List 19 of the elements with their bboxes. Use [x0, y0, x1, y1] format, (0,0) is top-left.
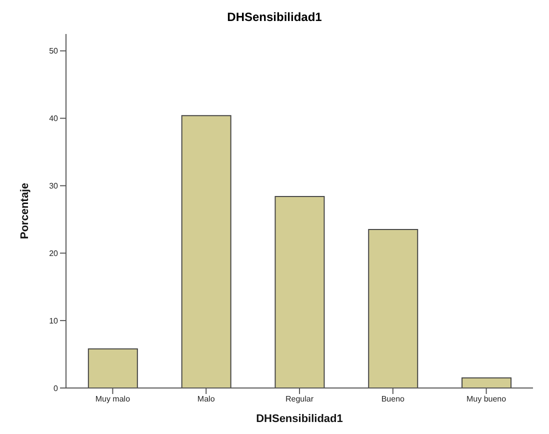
- bar: [88, 348, 138, 388]
- y-tick-label: 20: [49, 248, 59, 258]
- x-axis-title: DHSensibilidad1: [256, 413, 343, 425]
- bar: [462, 377, 512, 388]
- y-tick-label: 50: [49, 46, 59, 56]
- x-tick-label: Regular: [285, 394, 314, 404]
- y-tick-label: 10: [49, 316, 59, 326]
- bar: [274, 196, 325, 388]
- chart-title: DHSensibilidad1: [226, 9, 323, 26]
- y-axis-title: Porcentaje: [18, 182, 31, 240]
- x-tick-label: Muy bueno: [466, 394, 507, 404]
- bar: [181, 115, 232, 388]
- x-tick-label: Muy malo: [95, 394, 131, 404]
- y-tick-label: 40: [49, 114, 59, 124]
- x-tick-label: Bueno: [381, 394, 406, 404]
- y-tick-label: 30: [49, 182, 59, 191]
- y-tick-label: 0: [54, 384, 59, 393]
- x-tick-label: Malo: [197, 394, 216, 404]
- bar: [368, 229, 418, 388]
